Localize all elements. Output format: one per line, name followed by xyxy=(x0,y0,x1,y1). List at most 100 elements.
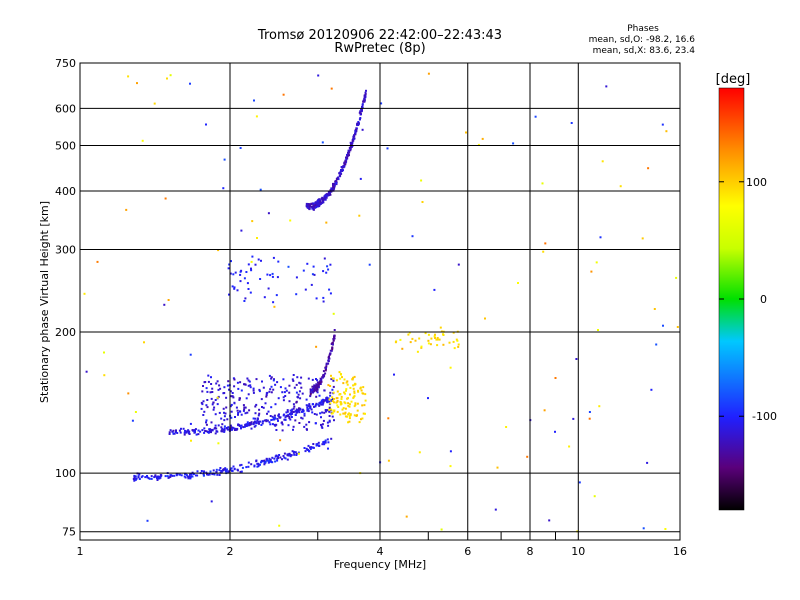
scatter-point xyxy=(168,476,171,479)
scatter-point xyxy=(293,386,296,389)
scatter-point xyxy=(322,197,325,200)
scatter-point xyxy=(268,390,271,393)
scatter-point xyxy=(216,473,219,476)
scatter-point xyxy=(348,417,351,420)
scatter-point xyxy=(306,406,309,409)
scatter-point xyxy=(298,408,300,411)
scatter-point xyxy=(265,392,268,395)
scatter-point xyxy=(231,395,234,398)
scatter-point xyxy=(351,139,354,142)
scatter-point xyxy=(333,419,335,422)
scatter-point xyxy=(250,267,252,270)
scatter-point xyxy=(311,207,314,210)
scatter-point xyxy=(201,390,204,393)
scatter-point xyxy=(209,391,212,394)
scatter-point xyxy=(327,384,330,387)
scatter-point xyxy=(150,477,153,480)
scatter-point xyxy=(342,412,345,415)
scatter-point xyxy=(154,474,157,477)
scatter-point xyxy=(297,393,300,396)
scatter-point xyxy=(239,470,242,473)
scatter-point xyxy=(283,456,286,459)
scatter-point xyxy=(326,397,329,400)
scatter-point xyxy=(215,430,218,433)
scatter-point xyxy=(321,401,323,404)
scatter-point xyxy=(311,385,314,388)
scatter-point xyxy=(325,365,328,368)
scatter-point xyxy=(317,385,320,387)
scatter-point xyxy=(354,403,357,406)
scatter-point xyxy=(225,396,228,399)
scatter-point xyxy=(209,470,212,473)
scatter-point xyxy=(263,296,266,299)
scatter-point xyxy=(276,381,279,384)
scatter-point xyxy=(274,460,277,463)
scatter-point xyxy=(183,431,186,434)
scatter-point xyxy=(351,141,354,144)
scatter-point xyxy=(339,373,342,375)
scatter-point xyxy=(230,260,232,263)
scatter-point xyxy=(242,426,245,429)
scatter-point xyxy=(222,407,225,410)
scatter-point xyxy=(222,187,225,190)
y-tick-label: 75 xyxy=(62,526,76,539)
y-tick-label: 300 xyxy=(55,244,76,257)
scatter-point xyxy=(290,412,293,415)
scatter-point xyxy=(405,515,408,518)
scatter-point xyxy=(133,478,135,480)
scatter-point xyxy=(295,452,298,455)
scatter-point xyxy=(189,353,192,356)
scatter-point xyxy=(317,74,320,77)
scatter-point xyxy=(240,389,243,392)
scatter-point xyxy=(270,377,273,380)
scatter-point xyxy=(420,346,423,349)
scatter-point xyxy=(331,187,334,190)
scatter-point xyxy=(206,473,208,475)
scatter-point xyxy=(360,389,363,392)
scatter-point xyxy=(414,339,417,342)
scatter-point xyxy=(401,347,404,350)
scatter-point xyxy=(363,100,366,103)
scatter-point xyxy=(232,273,235,276)
scatter-point xyxy=(273,305,276,308)
scatter-point xyxy=(316,444,318,447)
scatter-point xyxy=(285,415,288,418)
scatter-point xyxy=(329,263,332,266)
scatter-point xyxy=(333,337,336,340)
scatter-point xyxy=(323,443,326,446)
x-axis-ticks: 1 2 4 6 8 10 16 xyxy=(77,532,687,558)
x-tick-label: 2 xyxy=(227,545,234,558)
scatter-point xyxy=(324,198,327,201)
scatter-point xyxy=(316,379,319,382)
scatter-point xyxy=(358,421,361,424)
scatter-point xyxy=(304,450,307,453)
scatter-point xyxy=(200,407,203,410)
scatter-point xyxy=(269,415,272,417)
scatter-point xyxy=(289,412,292,415)
grid-lines xyxy=(80,63,680,540)
scatter-point xyxy=(343,391,346,394)
scatter-point xyxy=(296,396,299,398)
scatter-point xyxy=(275,429,278,431)
plot-frame xyxy=(79,62,681,541)
scatter-point xyxy=(189,422,192,425)
scatter-point xyxy=(299,382,302,385)
scatter-point xyxy=(236,381,239,384)
scatter-point xyxy=(341,408,344,411)
scatter-point xyxy=(103,351,105,354)
scatter-point xyxy=(308,207,311,210)
scatter-point xyxy=(360,108,363,111)
scatter-point xyxy=(456,339,459,342)
scatter-point xyxy=(223,427,226,430)
scatter-point xyxy=(176,432,179,434)
scatter-point xyxy=(359,386,362,389)
scatter-point xyxy=(534,115,537,118)
scatter-point xyxy=(266,412,268,415)
scatter-point xyxy=(653,308,656,310)
y-axis-label: Stationary phase Virtual Height [km] xyxy=(38,201,51,403)
scatter-point xyxy=(133,476,136,479)
scatter-point xyxy=(575,358,578,360)
scatter-point xyxy=(247,384,250,387)
scatter-point xyxy=(332,409,335,412)
scatter-point xyxy=(305,428,308,431)
